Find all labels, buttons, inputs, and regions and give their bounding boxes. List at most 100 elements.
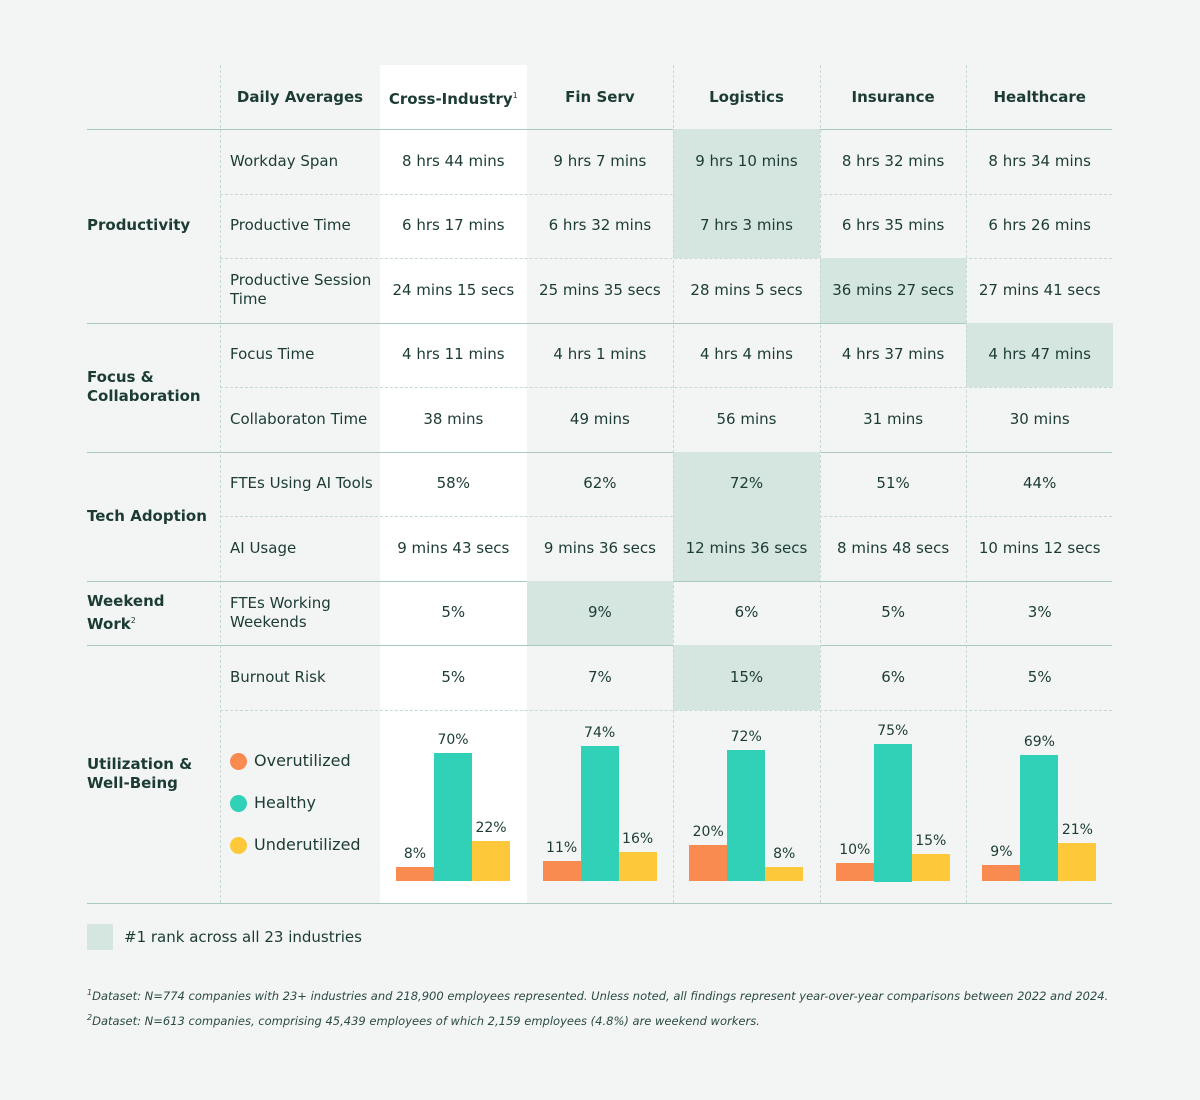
table-cell: 6 hrs 17 mins <box>402 216 505 235</box>
bar-value-label: 8% <box>403 845 427 862</box>
bar <box>472 841 510 882</box>
legend-swatch <box>230 752 247 770</box>
table-cell: 9 hrs 7 mins <box>553 151 647 170</box>
column-header-text: Healthcare <box>993 88 1085 107</box>
column-header: Cross-Industry1 <box>380 65 527 129</box>
footnote-mark: 1 <box>87 988 93 997</box>
metric-label: Productive Session Time <box>230 271 372 309</box>
metric-label: FTEs Using AI Tools <box>230 474 373 493</box>
table-cell: 49 mins <box>569 409 630 428</box>
group-divider <box>87 645 1112 646</box>
bar-value-label: 16% <box>622 831 654 848</box>
bar-value-label: 21% <box>1061 822 1093 839</box>
metric-label: FTEs Working Weekends <box>230 593 331 631</box>
metric-label: Workday Span <box>230 151 339 170</box>
bar-value-label: 72% <box>730 728 762 745</box>
column-header: Insurance <box>820 65 967 129</box>
row-divider <box>220 193 1112 195</box>
column-header: Fin Serv <box>527 65 674 129</box>
column-name: Fin Serv <box>565 87 635 106</box>
table-cell: 15% <box>673 645 820 710</box>
table-cell: 6% <box>734 603 759 622</box>
column-header-text: Logistics <box>709 88 784 107</box>
table-cell: 8 hrs 44 mins <box>402 151 505 170</box>
table-cell: 51% <box>876 474 910 493</box>
metric-label: Collaboraton Time <box>230 409 368 428</box>
metric-label: Focus Time <box>230 345 315 364</box>
bar <box>689 844 728 882</box>
bar-value-label: 9% <box>990 844 1013 861</box>
bar <box>1058 843 1097 882</box>
bar-value-label: 15% <box>915 833 947 850</box>
table-cell: 36 mins 27 secs <box>819 258 967 323</box>
footnote: 1Dataset: N=774 companies with 23+ indus… <box>87 988 1108 1003</box>
group-label: Weekend Work2 <box>87 581 210 646</box>
bar-value-label: 75% <box>877 723 909 740</box>
legend-label: Underutilized <box>254 834 361 854</box>
group-label: Productivity <box>87 129 210 323</box>
group-divider <box>87 451 1112 453</box>
column-name: Healthcare <box>993 87 1086 106</box>
bar <box>580 746 619 882</box>
bar <box>396 866 434 882</box>
table-cell: 8 mins 48 secs <box>837 538 950 557</box>
row-divider <box>220 258 1112 259</box>
table-cell: 62% <box>583 474 617 493</box>
table-cell: 12 mins 36 secs <box>673 516 820 581</box>
table-cell: 4 hrs 4 mins <box>699 345 793 364</box>
column-name: Cross-Industry <box>388 89 513 108</box>
table-cell: 8 hrs 34 mins <box>988 151 1091 170</box>
bar <box>542 861 581 882</box>
bar <box>618 852 657 882</box>
bar-value-label: 70% <box>437 732 469 749</box>
group-name: Productivity <box>87 216 191 235</box>
table-cell: 9 hrs 10 mins <box>673 129 820 194</box>
legend-swatch <box>230 794 247 812</box>
table-cell: 6 hrs 35 mins <box>841 216 945 235</box>
bar <box>873 744 912 882</box>
column-divider <box>819 65 821 903</box>
footnote-text: Dataset: N=613 companies, comprising 45,… <box>92 1013 760 1028</box>
table-cell: 4 hrs 11 mins <box>402 345 505 364</box>
table-cell: 9 mins 43 secs <box>397 538 510 557</box>
row-divider <box>220 516 1112 517</box>
bar <box>765 866 804 882</box>
group-label-text: Utilization & Well-Being <box>87 755 210 793</box>
metric-label: Productive Time <box>230 216 351 235</box>
group-divider <box>87 322 1112 324</box>
group-name: Tech Adoption <box>87 506 207 525</box>
table-cell: 5% <box>441 667 466 686</box>
group-name: Focus & Collaboration <box>87 368 201 405</box>
table-cell: 5% <box>881 603 905 622</box>
column-divider <box>966 65 968 903</box>
table-cell: 31 mins <box>863 409 924 428</box>
column-divider <box>673 65 675 903</box>
bar-value-label: 8% <box>773 845 796 862</box>
table-cell: 6% <box>881 667 905 686</box>
table-cell: 8 hrs 32 mins <box>841 151 945 170</box>
group-label: Focus & Collaboration <box>87 323 210 452</box>
table-cell: 4 hrs 1 mins <box>553 345 647 364</box>
table-cell: 58% <box>436 474 470 493</box>
rank-legend-label: #1 rank across all 23 industries <box>124 927 362 946</box>
bar <box>434 753 472 882</box>
table-cell: 27 mins 41 secs <box>978 280 1101 299</box>
footnote-mark: 2 <box>87 1013 93 1022</box>
bar-value-label: 69% <box>1023 734 1055 751</box>
header-row-label: Daily Averages <box>236 87 364 106</box>
table-cell: 72% <box>673 451 820 516</box>
column-divider <box>220 65 221 903</box>
group-label-text: Tech Adoption <box>87 507 207 526</box>
row-divider <box>220 387 1112 388</box>
table-cell: 6 hrs 26 mins <box>988 216 1091 235</box>
metric-label: AI Usage <box>230 538 297 557</box>
group-label: Utilization & Well-Being <box>87 645 210 903</box>
bar <box>727 749 766 882</box>
rank-swatch <box>87 923 113 950</box>
footnote-text: Dataset: N=774 companies with 23+ indust… <box>92 988 1109 1003</box>
bar-value-label: 20% <box>692 823 724 840</box>
group-label: Tech Adoption <box>87 452 210 581</box>
group-label-text: Weekend Work2 <box>87 592 210 634</box>
group-label-text: Focus & Collaboration <box>87 368 210 406</box>
